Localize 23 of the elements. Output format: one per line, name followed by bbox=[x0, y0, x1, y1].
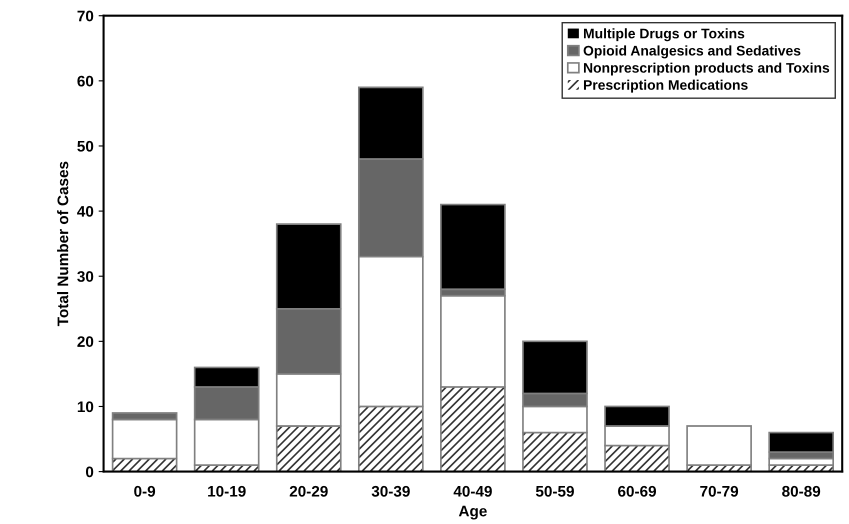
x-tick-label: 80-89 bbox=[782, 486, 820, 497]
y-tick-label: 60 bbox=[77, 76, 94, 87]
x-tick-label: 40-49 bbox=[454, 486, 492, 497]
y-tick-label: 10 bbox=[78, 401, 94, 412]
x-tick-label: 10-19 bbox=[208, 486, 246, 497]
x-tick-label: 50-59 bbox=[536, 486, 574, 497]
y-tick-label: 0 bbox=[86, 466, 94, 478]
x-tick-label: 0-9 bbox=[134, 486, 156, 497]
y-tick-label: 40 bbox=[77, 206, 94, 217]
x-tick-label: 20-29 bbox=[290, 486, 328, 497]
y-axis-title: Total Number of Cases bbox=[57, 162, 68, 326]
x-axis-title: Age bbox=[458, 506, 487, 520]
y-tick-label: 70 bbox=[78, 10, 94, 22]
x-tick-label: 60-69 bbox=[618, 486, 656, 497]
y-tick-label: 30 bbox=[77, 271, 94, 282]
y-tick-label: 50 bbox=[77, 140, 94, 152]
legend-label: Opioid Analgesics and Sedatives bbox=[584, 45, 800, 58]
legend-label: Prescription Medications bbox=[584, 80, 748, 93]
x-tick-label: 30-39 bbox=[372, 486, 410, 497]
legend-label: Multiple Drugs or Toxins bbox=[584, 28, 744, 42]
legend-label: Nonprescription products and Toxins bbox=[584, 62, 830, 76]
x-tick-label: 70-79 bbox=[700, 486, 738, 497]
y-tick-label: 20 bbox=[77, 336, 94, 348]
